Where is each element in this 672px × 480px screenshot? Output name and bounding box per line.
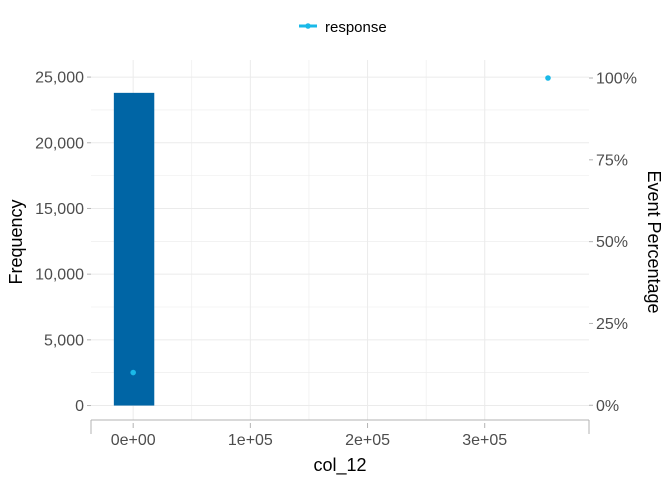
x-tick-label: 3e+05 xyxy=(462,432,507,449)
legend-swatch-point xyxy=(305,23,311,29)
x-axis-title: col_12 xyxy=(313,455,366,476)
y-right-tick-label: 100% xyxy=(596,71,637,88)
x-tick-label: 1e+05 xyxy=(228,432,273,449)
y-left-tick-label: 5,000 xyxy=(44,332,84,349)
y-axis-left-title: Frequency xyxy=(6,199,26,284)
y-left-tick-label: 20,000 xyxy=(35,135,84,152)
y-right-tick-label: 25% xyxy=(596,316,628,333)
y-left-tick-label: 15,000 xyxy=(35,201,84,218)
bars xyxy=(113,92,155,406)
response-points xyxy=(130,75,551,376)
histogram-bar xyxy=(113,92,155,406)
y-left-tick-label: 0 xyxy=(75,398,84,415)
response-point xyxy=(545,75,551,81)
tick-labels: 0 5,000 10,000 15,000 20,000 25,000 0e+00 1e+05… xyxy=(35,70,637,449)
y-left-tick-label: 25,000 xyxy=(35,70,84,87)
y-right-tick-label: 75% xyxy=(596,152,628,169)
legend-label-response: response xyxy=(325,19,387,36)
x-tick-label: 2e+05 xyxy=(345,432,390,449)
y-right-tick-label: 0% xyxy=(596,398,619,415)
y-left-tick-label: 10,000 xyxy=(35,267,84,284)
gridlines xyxy=(91,60,589,420)
y-right-tick-label: 50% xyxy=(596,234,628,251)
y-axis-right-title: Event Percentage xyxy=(644,170,664,313)
x-tick-label: 0e+00 xyxy=(111,432,156,449)
response-point xyxy=(130,369,136,376)
legend: response xyxy=(299,19,387,36)
axes xyxy=(87,76,593,434)
